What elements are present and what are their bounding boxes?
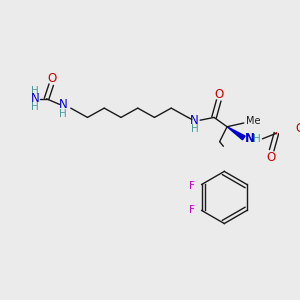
Text: O: O xyxy=(266,151,275,164)
Text: H: H xyxy=(253,134,261,144)
Text: H: H xyxy=(32,86,39,96)
Text: H: H xyxy=(190,124,198,134)
Text: F: F xyxy=(190,206,195,215)
Text: O: O xyxy=(295,122,300,135)
Text: Me: Me xyxy=(246,116,260,126)
Text: N: N xyxy=(190,114,199,127)
Text: O: O xyxy=(214,88,223,101)
Polygon shape xyxy=(227,127,245,140)
Text: H: H xyxy=(32,102,39,112)
Text: O: O xyxy=(47,72,57,85)
Text: N: N xyxy=(31,92,40,105)
Text: F: F xyxy=(190,181,195,191)
Text: H: H xyxy=(59,109,67,119)
Text: N: N xyxy=(59,98,68,111)
Text: N: N xyxy=(244,132,254,145)
